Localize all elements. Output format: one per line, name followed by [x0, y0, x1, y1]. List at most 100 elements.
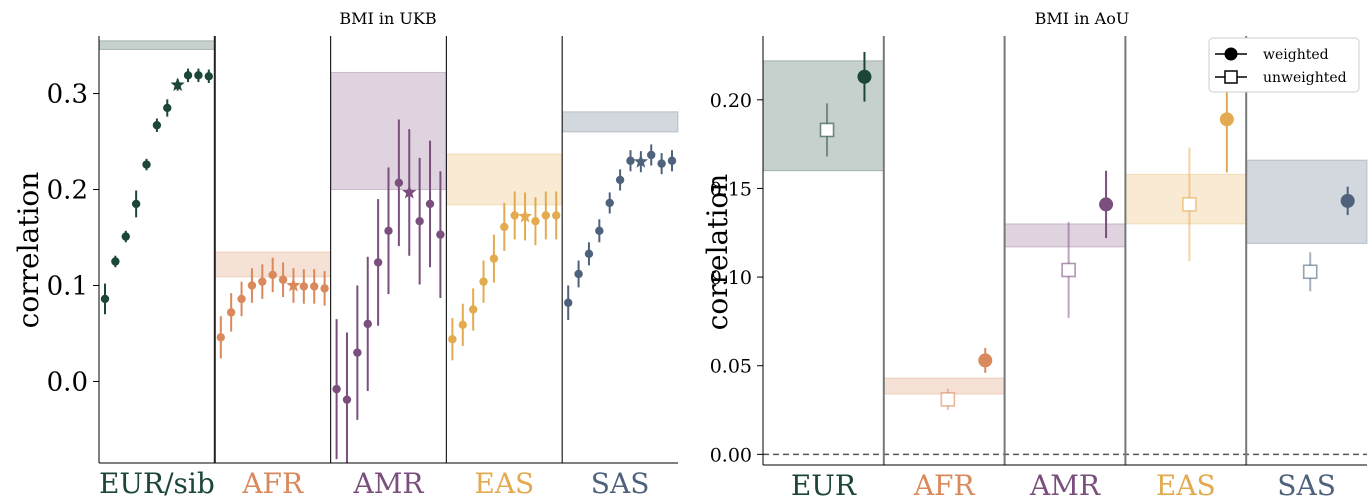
y-tick-label: 0.15: [710, 178, 752, 200]
point-afr: [237, 294, 246, 304]
y-tick-label: 0.10: [710, 267, 752, 289]
point-eas: [510, 211, 519, 220]
point-sas: [615, 175, 625, 185]
point-eur-sib: [152, 121, 162, 130]
aou-panel: BMI in AoU correlation EUR AFR AMR EAS SAS 0.…: [701, 9, 1368, 500]
point-amr: [384, 226, 393, 235]
point-eur-sib: [111, 257, 120, 266]
y-tick-label: 0.20: [710, 90, 752, 112]
point-amr: [415, 216, 424, 226]
legend-frame: [1208, 37, 1360, 93]
group-label-eur-sib: EUR/sib: [99, 467, 215, 500]
point-sas: [647, 150, 656, 160]
group-label-eas: EAS: [1156, 469, 1216, 500]
star-marker-eur-sib: [170, 77, 185, 91]
point-afr: [310, 282, 319, 291]
weighted-marker-sas: [1340, 193, 1355, 208]
point-amr: [436, 230, 445, 239]
point-amr: [425, 199, 435, 209]
point-sas: [584, 249, 594, 259]
point-eur-sib: [204, 72, 213, 81]
point-afr: [247, 281, 257, 290]
unweighted-marker-sas: [1302, 264, 1318, 280]
point-amr: [363, 319, 372, 329]
point-eur-sib: [163, 103, 172, 113]
group-label-sas: SAS: [591, 467, 650, 500]
unweighted-marker-eur: [819, 122, 835, 138]
point-amr: [332, 384, 341, 394]
point-afr: [278, 275, 288, 284]
point-afr: [268, 270, 277, 280]
point-eas: [489, 254, 499, 263]
band-eur-sib: [98, 40, 216, 50]
group-label-amr: AMR: [1029, 469, 1101, 500]
legend-unweighted-label: unweighted: [1263, 70, 1347, 86]
point-eur-sib: [131, 199, 141, 209]
unweighted-marker-afr: [940, 392, 956, 407]
point-amr: [373, 258, 383, 267]
point-sas: [657, 159, 666, 168]
point-afr: [299, 282, 309, 291]
point-amr: [394, 178, 404, 188]
y-tick-label: 0.2: [47, 176, 88, 206]
group-label-sas: SAS: [1277, 469, 1336, 500]
legend: weighted unweighted: [1208, 37, 1360, 93]
aou-chart-title: BMI in AoU: [1035, 9, 1130, 28]
weighted-marker-eas: [1219, 112, 1234, 127]
legend-weighted-label: weighted: [1263, 47, 1329, 63]
unweighted-marker-amr: [1061, 262, 1076, 278]
point-eas: [531, 216, 540, 226]
y-tick-label: 0.05: [710, 356, 752, 378]
point-sas: [595, 226, 604, 235]
band-amr: [1004, 223, 1126, 248]
star-marker-eas: [517, 208, 533, 223]
group-label-afr: AFR: [913, 469, 976, 500]
legend-weighted-marker: [1224, 47, 1238, 61]
y-tick-label: 0.3: [47, 80, 88, 110]
weighted-marker-afr: [978, 353, 993, 368]
point-afr: [216, 333, 225, 342]
point-eur-sib: [121, 232, 130, 241]
y-tick-label: 0.00: [710, 444, 752, 466]
point-sas: [605, 198, 614, 208]
point-eas: [500, 222, 509, 232]
point-eur-sib: [100, 294, 110, 304]
star-marker-amr: [402, 184, 417, 199]
point-sas: [626, 156, 635, 165]
ukb-panel: BMI in UKB correlation EUR/sib AFR AMR EAS S…: [12, 9, 679, 500]
band-afr: [883, 377, 1006, 395]
group-label-afr: AFR: [241, 467, 304, 500]
ukb-y-axis-label: correlation: [12, 172, 45, 329]
star-marker-afr: [286, 277, 301, 292]
group-label-eas: EAS: [474, 467, 534, 500]
point-afr: [320, 284, 329, 293]
ukb-chart-title: BMI in UKB: [339, 9, 436, 28]
aou-y-axis-label: correlation: [701, 174, 734, 331]
unweighted-marker-eas: [1182, 197, 1197, 212]
point-sas: [667, 156, 677, 165]
point-sas: [564, 298, 573, 307]
point-eas: [479, 277, 488, 286]
point-amr: [342, 395, 352, 404]
legend-unweighted-marker: [1224, 70, 1238, 84]
point-eas: [448, 335, 457, 344]
point-afr: [258, 277, 267, 286]
point-eur-sib: [183, 71, 193, 80]
group-label-amr: AMR: [353, 467, 425, 500]
star-marker-sas: [633, 154, 648, 168]
point-amr: [353, 348, 362, 357]
point-sas: [574, 269, 583, 279]
point-eas: [468, 305, 478, 314]
weighted-marker-eur: [857, 69, 872, 84]
point-eur-sib: [194, 71, 203, 80]
point-eas: [552, 211, 561, 220]
point-afr: [226, 308, 236, 317]
point-eas: [541, 211, 551, 220]
point-eur-sib: [142, 160, 151, 169]
point-eas: [458, 320, 467, 330]
group-label-eur: EUR: [791, 469, 857, 500]
y-tick-label: 0.1: [47, 271, 88, 301]
y-tick-label: 0.0: [47, 367, 88, 397]
